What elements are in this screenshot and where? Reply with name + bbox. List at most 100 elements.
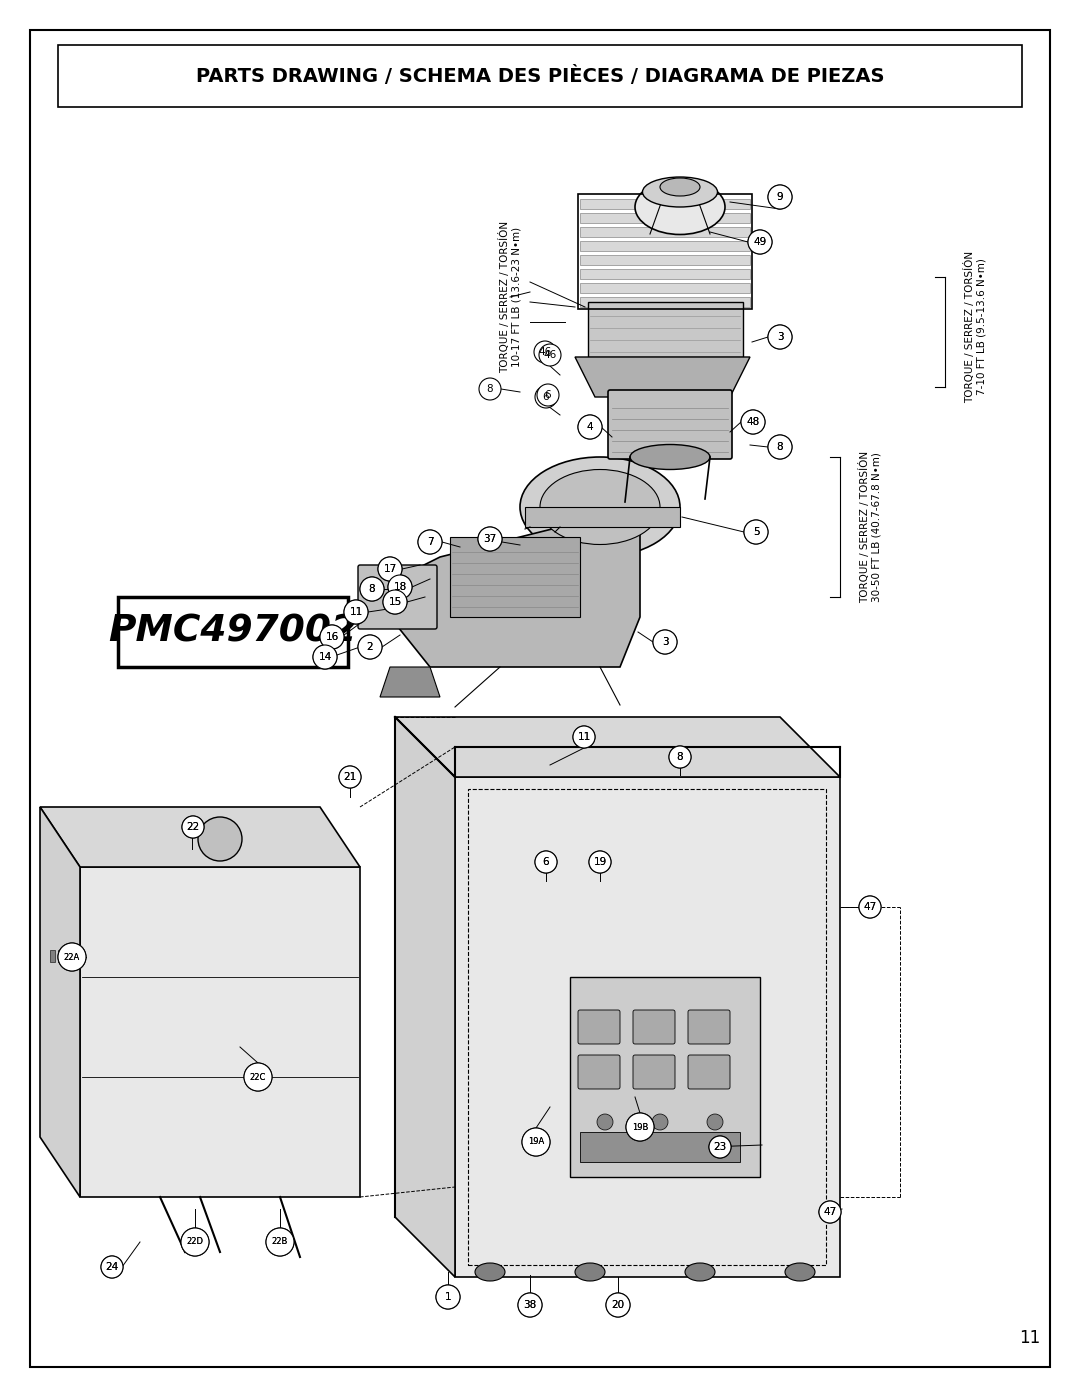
Bar bbox=[580, 198, 750, 210]
Bar bbox=[580, 242, 750, 251]
Circle shape bbox=[859, 895, 881, 918]
Text: 38: 38 bbox=[524, 1301, 537, 1310]
Text: 23: 23 bbox=[714, 1141, 727, 1153]
Text: 8: 8 bbox=[368, 584, 376, 594]
Text: TORQUE / SERREZ / TORSÍÓN
30-50 FT LB (40.7-67.8 N•m): TORQUE / SERREZ / TORSÍÓN 30-50 FT LB (4… bbox=[859, 451, 881, 604]
Polygon shape bbox=[395, 717, 455, 1277]
Polygon shape bbox=[40, 807, 360, 868]
Circle shape bbox=[181, 1228, 210, 1256]
Circle shape bbox=[102, 1256, 123, 1278]
Polygon shape bbox=[455, 777, 840, 1277]
FancyBboxPatch shape bbox=[578, 1010, 620, 1044]
Circle shape bbox=[748, 231, 772, 254]
Circle shape bbox=[244, 1063, 272, 1091]
Circle shape bbox=[707, 1113, 723, 1130]
Ellipse shape bbox=[519, 457, 680, 557]
Text: 23: 23 bbox=[714, 1141, 727, 1153]
Bar bbox=[118, 597, 348, 666]
Text: 7: 7 bbox=[427, 536, 433, 548]
Circle shape bbox=[597, 1113, 613, 1130]
Circle shape bbox=[339, 766, 361, 788]
Circle shape bbox=[744, 520, 768, 543]
Circle shape bbox=[388, 576, 411, 599]
Bar bbox=[578, 194, 752, 309]
Circle shape bbox=[669, 746, 691, 768]
Text: 47: 47 bbox=[863, 902, 877, 912]
Polygon shape bbox=[80, 868, 360, 1197]
Circle shape bbox=[360, 577, 384, 601]
Text: 22D: 22D bbox=[187, 1238, 203, 1246]
Text: 47: 47 bbox=[863, 902, 877, 912]
Text: 38: 38 bbox=[524, 1301, 537, 1310]
Circle shape bbox=[388, 576, 411, 599]
Bar bbox=[525, 507, 680, 527]
Text: 19A: 19A bbox=[528, 1137, 544, 1147]
Text: 48: 48 bbox=[746, 416, 759, 427]
Text: 37: 37 bbox=[484, 534, 497, 543]
Polygon shape bbox=[575, 358, 750, 397]
FancyBboxPatch shape bbox=[357, 564, 437, 629]
Circle shape bbox=[518, 1294, 542, 1317]
Circle shape bbox=[102, 1256, 123, 1278]
Text: 5: 5 bbox=[753, 527, 759, 536]
Circle shape bbox=[58, 943, 86, 971]
Circle shape bbox=[313, 645, 337, 669]
Text: 1: 1 bbox=[445, 1292, 451, 1302]
Bar bbox=[450, 536, 580, 617]
Circle shape bbox=[669, 746, 691, 768]
Circle shape bbox=[589, 851, 611, 873]
Text: 22A: 22A bbox=[64, 953, 80, 961]
Text: 9: 9 bbox=[777, 191, 783, 203]
Circle shape bbox=[313, 645, 337, 669]
Text: 11: 11 bbox=[578, 732, 591, 742]
Circle shape bbox=[244, 1063, 272, 1091]
Circle shape bbox=[522, 1127, 550, 1155]
Circle shape bbox=[537, 384, 559, 407]
Text: 47: 47 bbox=[823, 1207, 837, 1217]
Text: 46: 46 bbox=[538, 346, 552, 358]
Circle shape bbox=[345, 599, 368, 624]
FancyBboxPatch shape bbox=[633, 1055, 675, 1090]
Circle shape bbox=[418, 529, 442, 555]
Bar bbox=[66, 950, 71, 963]
Text: 19: 19 bbox=[593, 856, 607, 868]
Text: 18: 18 bbox=[393, 583, 407, 592]
Text: PMC497002: PMC497002 bbox=[108, 615, 357, 650]
Text: 6: 6 bbox=[544, 390, 551, 400]
Circle shape bbox=[266, 1228, 294, 1256]
Circle shape bbox=[626, 1113, 654, 1141]
Text: 46: 46 bbox=[543, 351, 556, 360]
Text: 3: 3 bbox=[662, 637, 669, 647]
Circle shape bbox=[573, 726, 595, 747]
Circle shape bbox=[436, 1285, 460, 1309]
Circle shape bbox=[378, 557, 402, 581]
Bar bbox=[580, 270, 750, 279]
Circle shape bbox=[578, 415, 602, 439]
Circle shape bbox=[768, 326, 792, 349]
Circle shape bbox=[518, 1294, 542, 1317]
Circle shape bbox=[183, 816, 204, 838]
Circle shape bbox=[534, 341, 556, 363]
Circle shape bbox=[320, 624, 345, 650]
Text: 49: 49 bbox=[754, 237, 767, 247]
Text: TORQUE / SERREZ / TORSÍÓN
10-17 FT LB (13.6-23 N•m): TORQUE / SERREZ / TORSÍÓN 10-17 FT LB (1… bbox=[499, 221, 522, 373]
Text: 16: 16 bbox=[325, 631, 339, 643]
Ellipse shape bbox=[540, 469, 660, 545]
Circle shape bbox=[58, 943, 86, 971]
Ellipse shape bbox=[685, 1263, 715, 1281]
FancyBboxPatch shape bbox=[688, 1010, 730, 1044]
Ellipse shape bbox=[475, 1263, 505, 1281]
Polygon shape bbox=[380, 666, 440, 697]
Text: 20: 20 bbox=[611, 1301, 624, 1310]
Circle shape bbox=[768, 326, 792, 349]
Text: 6: 6 bbox=[542, 856, 550, 868]
Circle shape bbox=[606, 1294, 630, 1317]
Bar bbox=[58, 45, 1022, 108]
Circle shape bbox=[708, 1136, 731, 1158]
Circle shape bbox=[768, 184, 792, 210]
Circle shape bbox=[626, 1113, 654, 1141]
Ellipse shape bbox=[643, 177, 717, 207]
Text: 16: 16 bbox=[325, 631, 339, 643]
Circle shape bbox=[478, 527, 502, 550]
Text: 19A: 19A bbox=[528, 1137, 544, 1147]
